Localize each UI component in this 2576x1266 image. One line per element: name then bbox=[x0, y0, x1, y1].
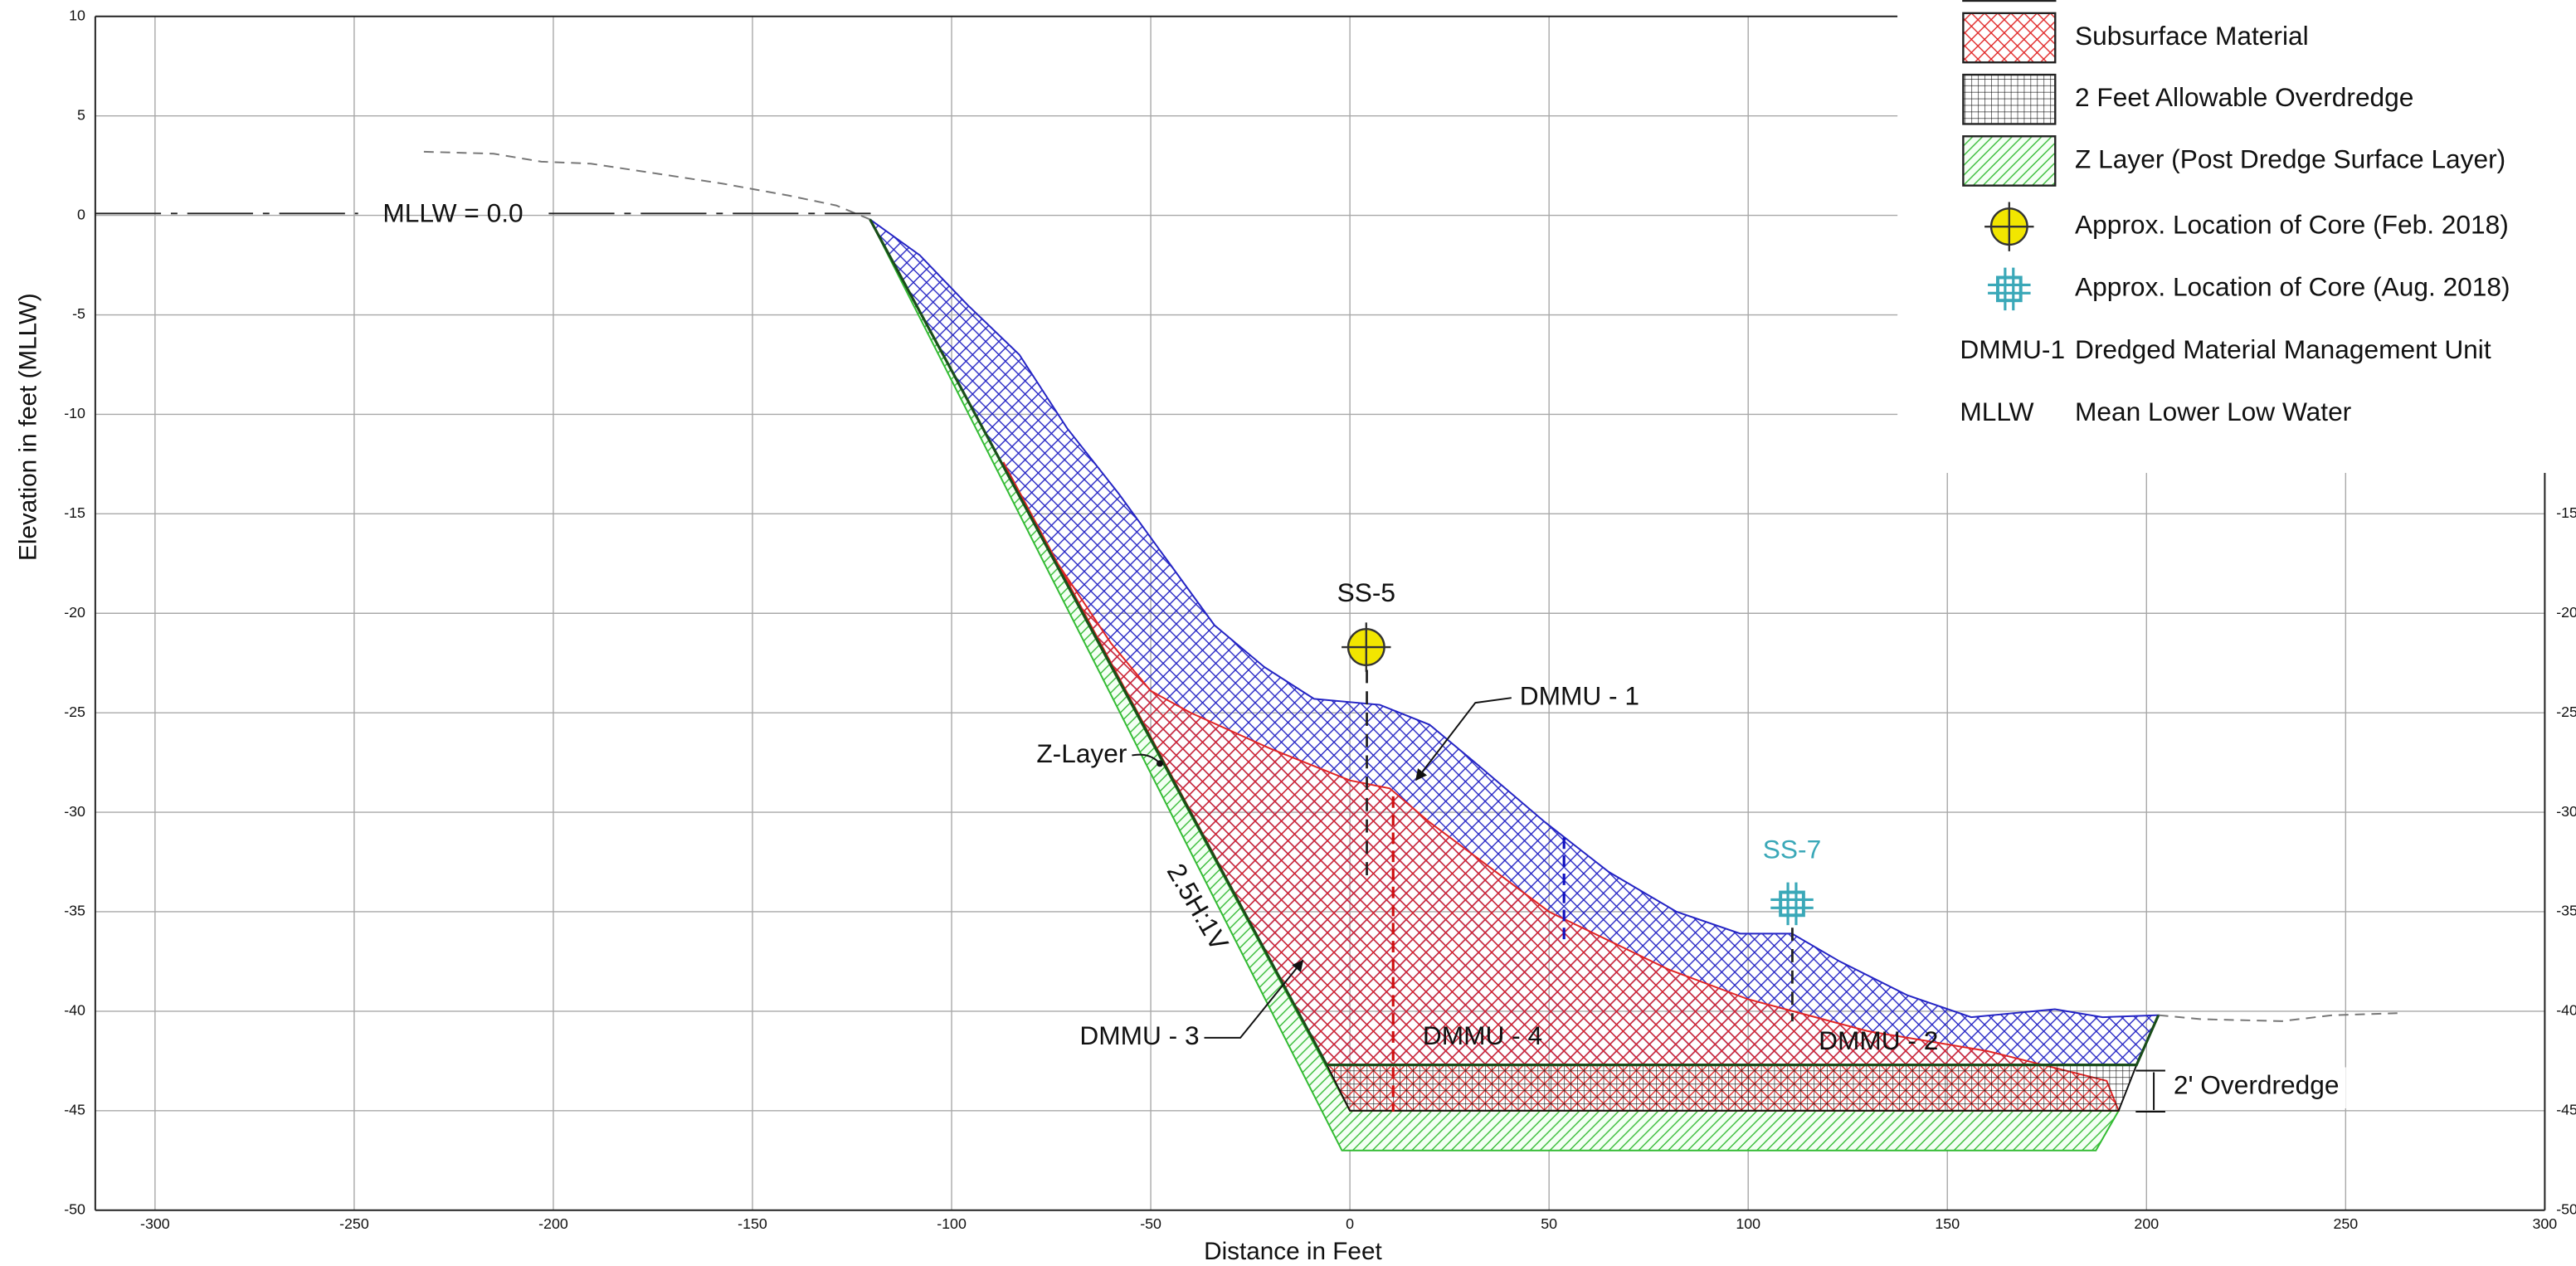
x-tick-label: 300 bbox=[2533, 1215, 2558, 1232]
y-tick-label: 10 bbox=[69, 7, 85, 23]
y-axis-title: Elevation in feet (MLLW) bbox=[14, 293, 41, 561]
y-tick-label: -45 bbox=[64, 1102, 85, 1118]
area bbox=[1327, 1065, 2136, 1111]
core-label: SS-5 bbox=[1337, 577, 1395, 607]
y-tick-label: -25 bbox=[64, 704, 85, 720]
legend-label: Approx. Location of Core (Feb. 2018) bbox=[2075, 210, 2509, 240]
y-tick-label: -35 bbox=[64, 903, 85, 919]
legend-swatch bbox=[1963, 136, 2055, 185]
core-cross bbox=[1342, 622, 1390, 671]
legend-label: 2 Feet Allowable Overdredge bbox=[2075, 82, 2413, 112]
y-tick-label: 5 bbox=[77, 106, 85, 123]
annotation: DMMU - 3 bbox=[1079, 1020, 1199, 1050]
core-marker bbox=[1342, 622, 1390, 671]
y-tick-label-right: -15 bbox=[2556, 504, 2576, 521]
legend-term: MLLW bbox=[1960, 397, 2033, 426]
legend-label: Z Layer (Post Dredge Surface Layer) bbox=[2075, 144, 2505, 173]
legend: Subsurface Material 2 Feet Allowable Over… bbox=[1897, 0, 2576, 473]
x-tick-label: 150 bbox=[1935, 1215, 1960, 1232]
annotation: 2' Overdredge bbox=[2174, 1070, 2340, 1100]
y-tick-label: -50 bbox=[64, 1200, 85, 1217]
legend-swatch bbox=[1963, 75, 2055, 124]
x-tick-label: 0 bbox=[1346, 1215, 1354, 1232]
legend-swatch bbox=[1963, 13, 2055, 62]
y-tick-label-right: -40 bbox=[2556, 1002, 2576, 1019]
x-tick-label: 100 bbox=[1736, 1215, 1760, 1232]
x-tick-label: 50 bbox=[1541, 1215, 1557, 1232]
annotation: Z-Layer bbox=[1036, 738, 1127, 768]
y-tick-label-right: -35 bbox=[2556, 903, 2576, 919]
legend-label: Subsurface Material bbox=[2075, 21, 2309, 51]
profile-line bbox=[2159, 1013, 2398, 1021]
y-tick-label: -5 bbox=[72, 305, 85, 322]
core-label: SS-7 bbox=[1763, 834, 1821, 864]
x-tick-label: -100 bbox=[937, 1215, 967, 1232]
x-tick-label: 200 bbox=[2134, 1215, 2159, 1232]
y-tick-label-right: -45 bbox=[2556, 1102, 2576, 1118]
page: {"chart_data": { "type": "cross-section"… bbox=[0, 0, 2576, 1266]
annotation: DMMU - 4 bbox=[1423, 1020, 1542, 1050]
legend-meaning: Mean Lower Low Water bbox=[2075, 397, 2352, 426]
y-tick-label: -15 bbox=[64, 504, 85, 521]
y-tick-label-right: -50 bbox=[2556, 1200, 2576, 1217]
y-tick-label: -40 bbox=[64, 1002, 85, 1019]
y-tick-label-right: -30 bbox=[2556, 803, 2576, 820]
legend-swatch bbox=[1963, 0, 2055, 1]
x-tick-label: -50 bbox=[1140, 1215, 1161, 1232]
x-tick-label: -200 bbox=[538, 1215, 568, 1232]
legend-term: DMMU-1 bbox=[1960, 334, 2065, 364]
core-marker bbox=[1770, 883, 1813, 925]
y-tick-label-right: -25 bbox=[2556, 704, 2576, 720]
y-tick-label: -20 bbox=[64, 604, 85, 621]
x-axis-title: Distance in Feet bbox=[1204, 1238, 1382, 1265]
leader-dot bbox=[1157, 760, 1163, 767]
core-square bbox=[1998, 277, 2021, 300]
x-tick-label: -250 bbox=[339, 1215, 369, 1232]
annotation: DMMU - 2 bbox=[1819, 1025, 1938, 1055]
core-square bbox=[1780, 893, 1804, 916]
x-tick-label: -150 bbox=[738, 1215, 767, 1232]
legend-meaning: Dredged Material Management Unit bbox=[2075, 334, 2491, 364]
x-tick-label: 250 bbox=[2333, 1215, 2358, 1232]
y-tick-label: -10 bbox=[64, 405, 85, 421]
y-tick-label: 0 bbox=[77, 206, 85, 222]
chart: -300-250-200-150-100-5005010015020025030… bbox=[0, 0, 2576, 1266]
y-tick-label-right: -20 bbox=[2556, 604, 2576, 621]
annotation: DMMU - 1 bbox=[1520, 681, 1639, 711]
annotation: MLLW = 0.0 bbox=[382, 198, 523, 228]
legend-label: Approx. Location of Core (Aug. 2018) bbox=[2075, 272, 2510, 302]
y-tick-label: -30 bbox=[64, 803, 85, 820]
x-tick-label: -300 bbox=[140, 1215, 170, 1232]
